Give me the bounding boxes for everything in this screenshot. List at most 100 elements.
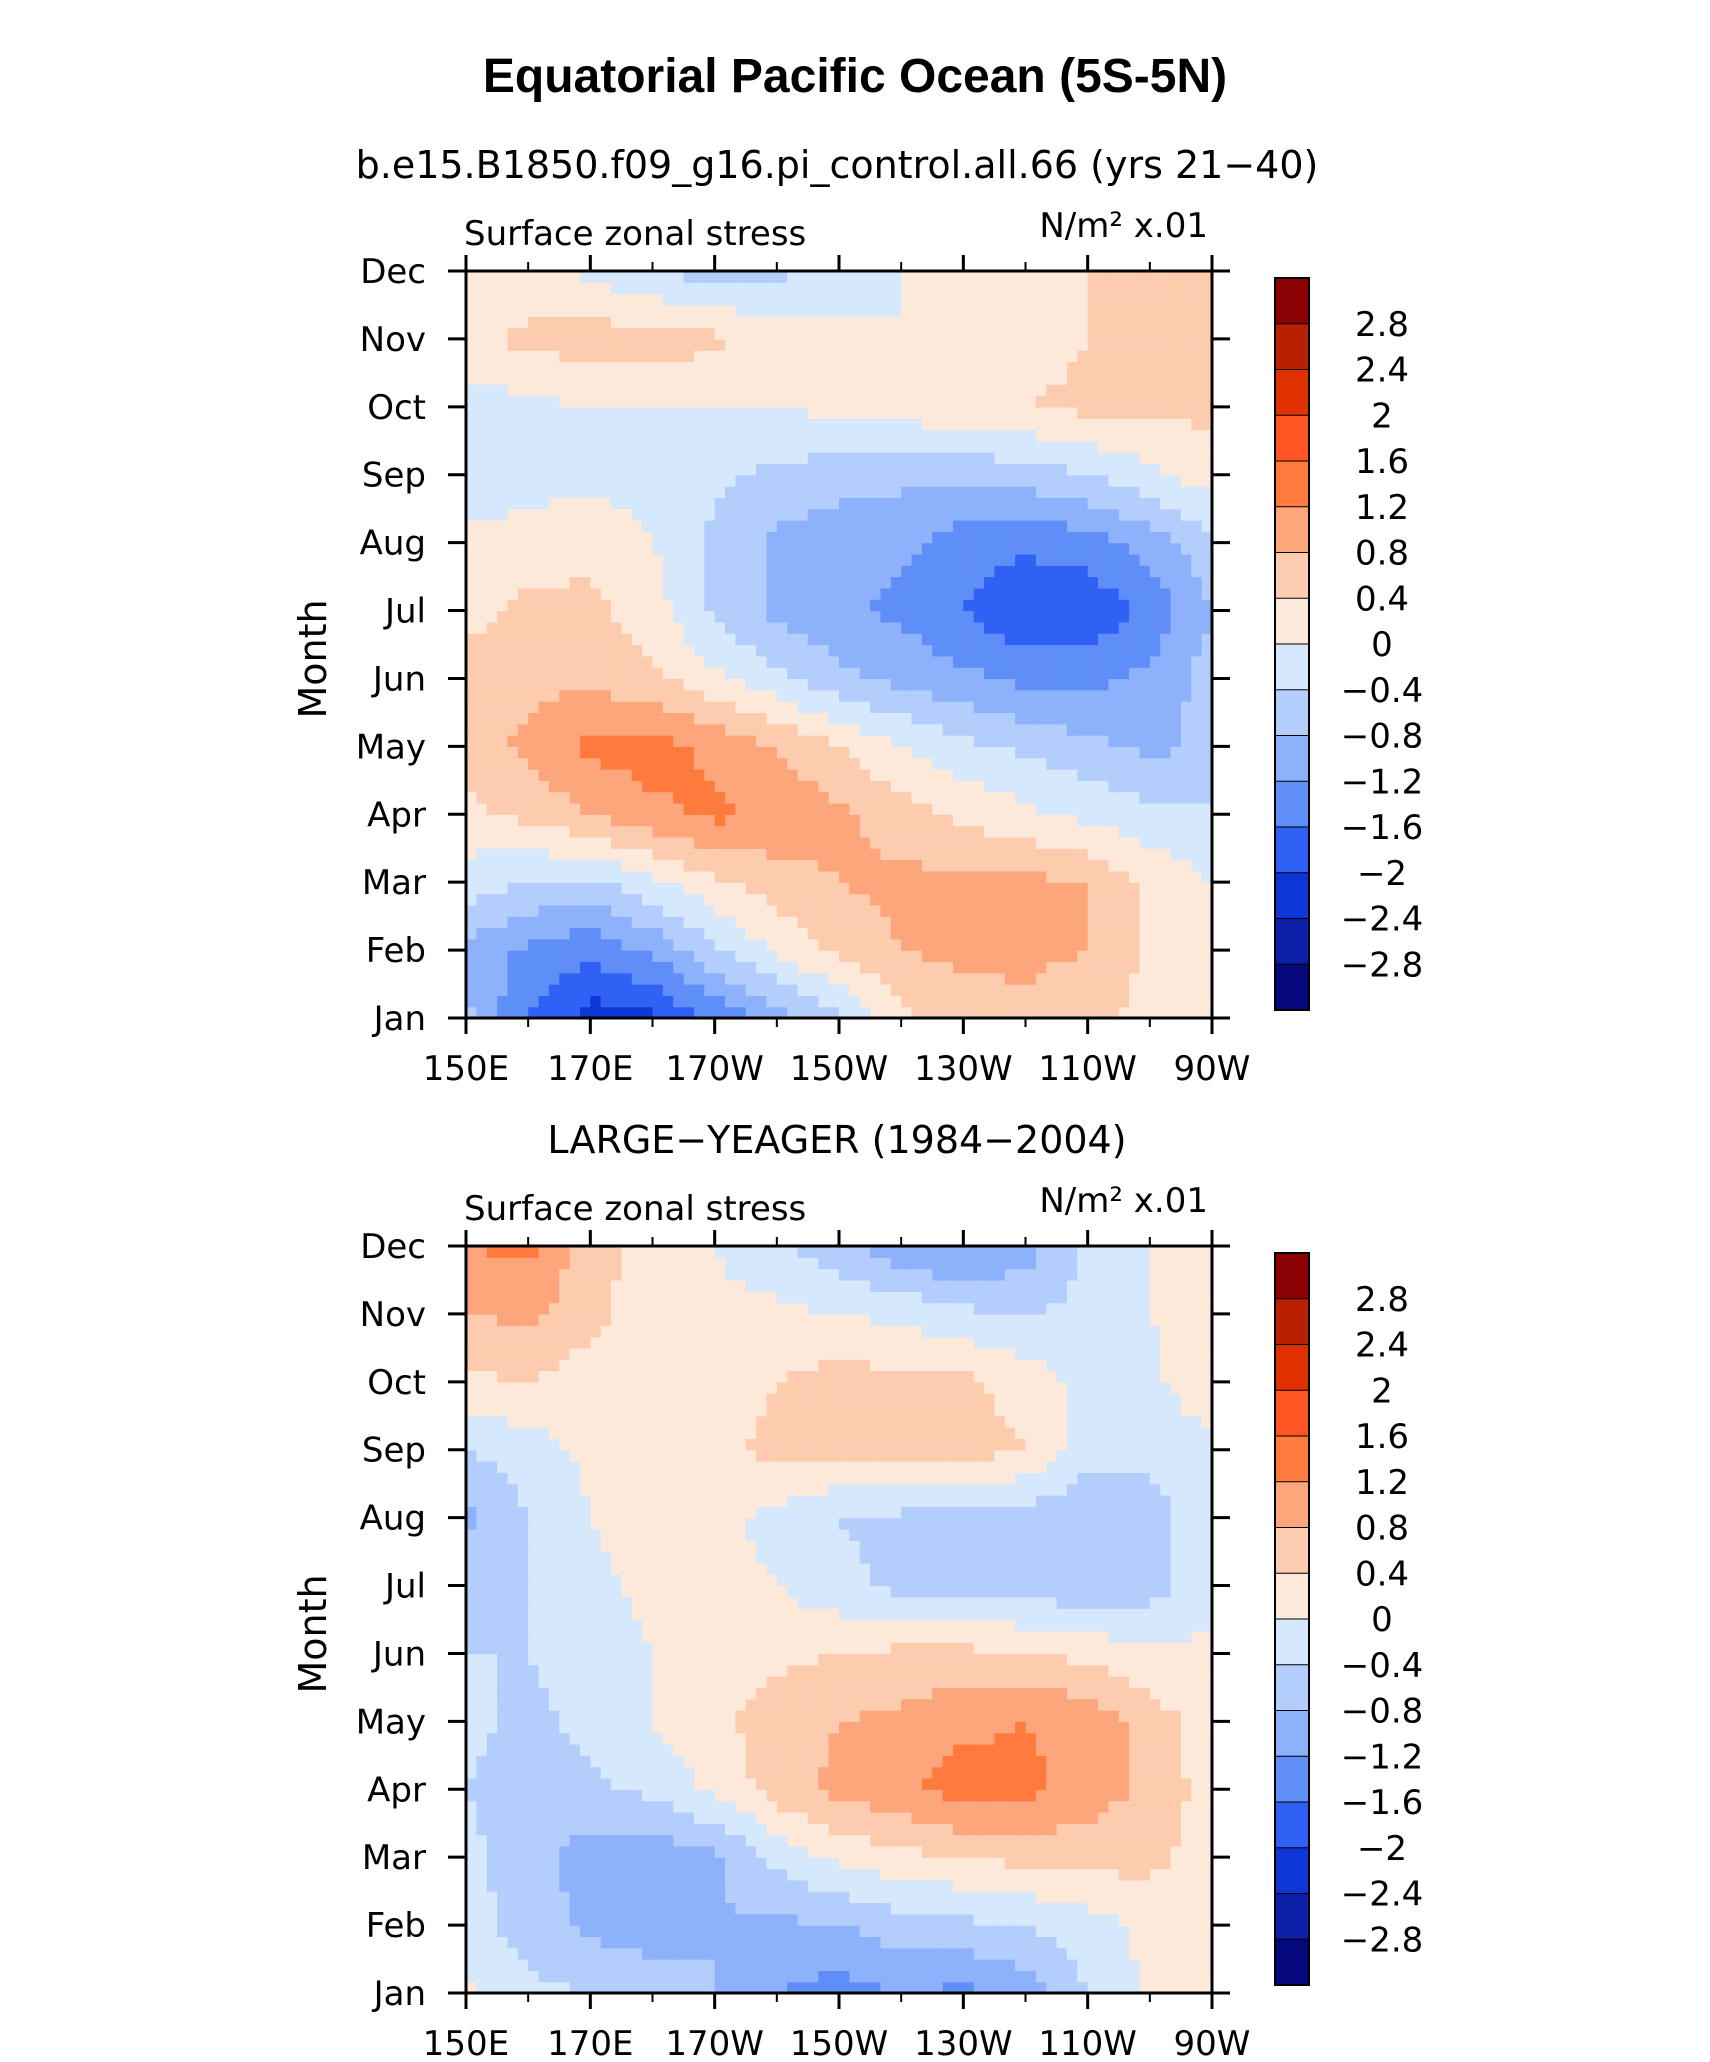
contour-cell <box>662 859 674 872</box>
contour-cell <box>942 316 954 329</box>
contour-cell <box>973 735 985 747</box>
contour-cell <box>839 791 850 804</box>
contour-cell <box>1149 836 1161 849</box>
contour-cell <box>901 870 913 883</box>
contour-cell <box>1077 463 1089 476</box>
contour-cell <box>1046 610 1058 623</box>
contour-cell <box>849 316 861 329</box>
contour-cell <box>890 350 902 363</box>
contour-cell <box>942 338 954 351</box>
contour-cell <box>932 893 944 906</box>
contour-cell <box>1160 508 1172 521</box>
contour-cell <box>652 497 664 510</box>
contour-cell <box>528 1006 540 1019</box>
contour-cell <box>662 384 674 397</box>
contour-cell <box>693 587 705 600</box>
contour-cell <box>673 859 685 872</box>
contour-cell <box>797 972 809 985</box>
contour-cell <box>673 406 685 419</box>
contour-cell <box>1077 984 1089 996</box>
contour-cell <box>1077 316 1089 329</box>
contour-cell <box>507 474 519 487</box>
contour-cell <box>787 927 799 940</box>
contour-cell <box>1108 802 1120 815</box>
contour-cell <box>652 282 664 295</box>
contour-cell <box>890 701 902 714</box>
contour-cell <box>569 395 581 408</box>
contour-cell <box>548 418 560 431</box>
contour-cell <box>911 995 923 1008</box>
contour-cell <box>1066 814 1078 827</box>
contour-cell <box>642 984 654 996</box>
contour-cell <box>1066 474 1078 487</box>
contour-cell <box>797 735 809 747</box>
contour-cell <box>1129 859 1141 872</box>
contour-cell <box>776 972 788 985</box>
contour-cell <box>828 565 840 578</box>
contour-cell <box>1098 893 1109 906</box>
contour-cell <box>507 1981 519 1994</box>
contour-cell <box>797 689 809 702</box>
contour-cell <box>1139 870 1151 883</box>
contour-cell <box>642 282 654 295</box>
contour-cell <box>1056 927 1068 940</box>
contour-cell <box>818 520 830 532</box>
contour-cell <box>745 950 757 963</box>
contour-cell <box>1129 372 1141 385</box>
contour-cell <box>984 304 996 317</box>
contour-cell <box>849 553 861 566</box>
contour-cell <box>569 633 581 646</box>
contour-cell <box>1180 995 1192 1008</box>
contour-cell <box>849 701 861 714</box>
contour-cell <box>559 576 571 589</box>
contour-cell <box>725 384 736 397</box>
contour-cell <box>1066 418 1078 431</box>
contour-cell <box>1191 893 1203 906</box>
contour-cell <box>973 769 985 781</box>
contour-cell <box>994 870 1006 883</box>
contour-cell <box>538 610 550 623</box>
contour-cell <box>1180 746 1192 759</box>
contour-cell <box>880 870 892 883</box>
contour-cell <box>984 769 996 781</box>
contour-cell <box>1149 576 1161 589</box>
contour-cell <box>849 984 861 996</box>
contour-cell <box>559 384 571 397</box>
contour-cell <box>890 452 902 465</box>
contour-cell <box>1139 361 1151 374</box>
contour-cell <box>745 610 757 623</box>
contour-cell <box>839 474 850 487</box>
contour-cell <box>704 904 716 917</box>
contour-cell <box>1087 542 1099 555</box>
contour-cell <box>973 350 985 363</box>
contour-cell <box>901 678 913 691</box>
contour-cell <box>735 372 747 385</box>
contour-cell <box>963 791 975 804</box>
contour-cell <box>797 848 809 861</box>
contour-cell <box>590 508 602 521</box>
contour-cell <box>548 395 560 408</box>
contour-cell <box>932 497 944 510</box>
contour-cell <box>652 972 664 985</box>
contour-cell <box>1098 350 1109 363</box>
contour-cell <box>828 984 840 996</box>
contour-cell <box>828 723 840 736</box>
contour-cell <box>1004 338 1016 351</box>
contour-cell <box>507 429 519 442</box>
contour-cell <box>725 689 736 702</box>
contour-cell <box>807 882 819 895</box>
contour-cell <box>1149 565 1161 578</box>
contour-cell <box>745 452 757 465</box>
contour-cell <box>818 802 830 815</box>
contour-cell <box>776 384 788 397</box>
contour-cell <box>1118 304 1130 317</box>
contour-cell <box>528 678 540 691</box>
contour-cell <box>859 667 871 680</box>
contour-cell <box>642 486 654 498</box>
contour-cell <box>611 565 623 578</box>
contour-cell <box>559 938 571 951</box>
contour-cell <box>745 350 757 363</box>
contour-cell <box>652 587 664 600</box>
contour-cell <box>942 384 954 397</box>
contour-cell <box>1077 746 1089 759</box>
